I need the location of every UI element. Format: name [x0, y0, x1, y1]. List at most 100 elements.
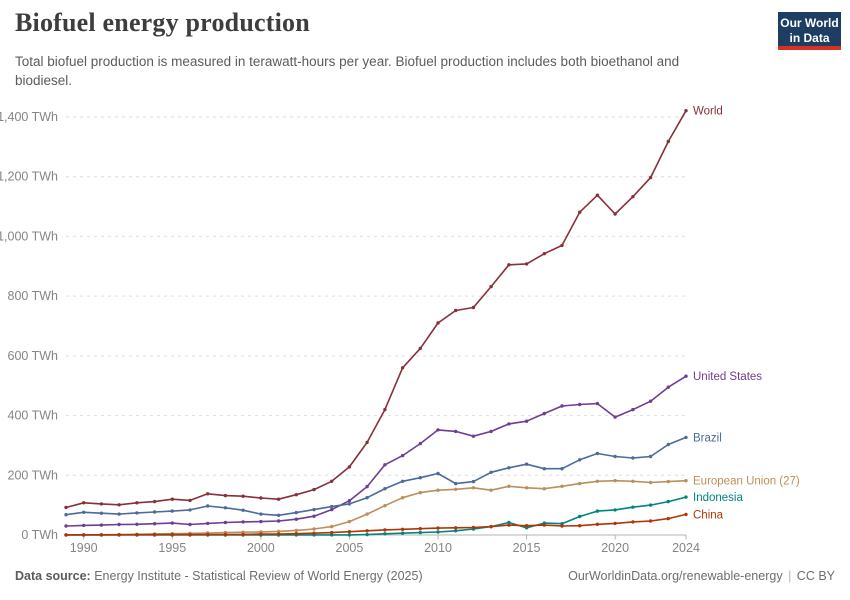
data-point[interactable] — [294, 510, 298, 515]
data-point[interactable] — [418, 441, 422, 446]
series-line-united-states[interactable] — [65, 375, 687, 527]
data-point[interactable] — [613, 454, 617, 459]
data-point[interactable] — [64, 533, 68, 537]
data-point[interactable] — [294, 517, 298, 521]
data-point[interactable] — [489, 429, 493, 434]
data-point[interactable] — [64, 513, 68, 517]
data-point[interactable] — [259, 519, 263, 524]
series-label-indonesia[interactable]: Indonesia — [693, 492, 743, 504]
data-point[interactable] — [64, 524, 68, 528]
data-point[interactable] — [135, 533, 139, 537]
series-line-china[interactable] — [65, 513, 687, 536]
data-point[interactable] — [259, 496, 263, 500]
data-point[interactable] — [666, 499, 670, 504]
data-point[interactable] — [400, 453, 405, 458]
data-point[interactable] — [312, 514, 316, 518]
data-point[interactable] — [418, 527, 422, 531]
series-label-brazil[interactable]: Brazil — [693, 432, 722, 444]
data-point[interactable] — [684, 109, 688, 113]
data-point[interactable] — [507, 520, 511, 525]
data-point[interactable] — [365, 496, 369, 500]
data-point[interactable] — [524, 486, 529, 490]
data-point[interactable] — [471, 525, 476, 530]
data-point[interactable] — [666, 139, 670, 144]
data-point[interactable] — [259, 532, 263, 536]
data-point[interactable] — [595, 509, 600, 513]
data-point[interactable] — [117, 522, 121, 527]
owid-logo[interactable]: Our World in Data — [778, 12, 841, 50]
data-point[interactable] — [578, 481, 582, 486]
data-point[interactable] — [276, 497, 281, 501]
data-point[interactable] — [347, 502, 352, 506]
data-point[interactable] — [383, 504, 387, 508]
data-point[interactable] — [631, 195, 635, 199]
data-point[interactable] — [436, 428, 440, 432]
series-united-states[interactable] — [64, 374, 688, 528]
data-point[interactable] — [684, 512, 688, 517]
data-point[interactable] — [454, 308, 458, 313]
data-point[interactable] — [241, 532, 245, 537]
data-point[interactable] — [294, 528, 298, 533]
data-point[interactable] — [454, 526, 458, 530]
data-point[interactable] — [152, 499, 157, 504]
data-point[interactable] — [648, 454, 653, 459]
series-brazil[interactable] — [64, 435, 688, 517]
data-point[interactable] — [436, 530, 440, 534]
data-point[interactable] — [560, 243, 564, 248]
series-label-china[interactable]: China — [693, 509, 724, 521]
data-point[interactable] — [489, 488, 493, 492]
data-point[interactable] — [294, 532, 298, 536]
data-point[interactable] — [613, 508, 617, 512]
data-point[interactable] — [135, 511, 139, 515]
data-point[interactable] — [454, 487, 458, 491]
data-point[interactable] — [312, 531, 316, 535]
data-point[interactable] — [418, 346, 422, 351]
data-point[interactable] — [595, 479, 600, 483]
data-point[interactable] — [206, 521, 210, 526]
data-point[interactable] — [383, 528, 387, 532]
data-point[interactable] — [595, 451, 600, 456]
data-point[interactable] — [684, 495, 688, 499]
data-point[interactable] — [241, 520, 245, 524]
data-point[interactable] — [82, 501, 86, 505]
data-point[interactable] — [578, 514, 582, 519]
data-point[interactable] — [648, 399, 653, 403]
data-point[interactable] — [631, 520, 635, 524]
data-point[interactable] — [436, 321, 440, 325]
data-point[interactable] — [365, 529, 369, 533]
data-point[interactable] — [170, 532, 174, 537]
data-point[interactable] — [383, 532, 387, 536]
series-european-union-27[interactable] — [64, 479, 688, 537]
data-point[interactable] — [418, 476, 422, 480]
data-point[interactable] — [365, 512, 369, 516]
data-point[interactable] — [276, 513, 281, 517]
data-point[interactable] — [188, 522, 192, 527]
data-point[interactable] — [330, 530, 334, 535]
data-point[interactable] — [684, 374, 688, 378]
data-point[interactable] — [276, 529, 281, 534]
data-point[interactable] — [312, 507, 316, 512]
series-line-world[interactable] — [65, 109, 687, 509]
data-point[interactable] — [666, 385, 670, 389]
data-point[interactable] — [241, 494, 245, 498]
data-point[interactable] — [99, 533, 104, 537]
data-point[interactable] — [524, 524, 529, 528]
data-point[interactable] — [471, 305, 476, 310]
series-line-indonesia[interactable] — [65, 496, 687, 536]
data-point[interactable] — [117, 533, 121, 537]
data-point[interactable] — [542, 487, 546, 491]
data-point[interactable] — [188, 498, 192, 503]
owid-url-link[interactable]: OurWorldinData.org/renewable-energy — [568, 569, 783, 583]
data-point[interactable] — [188, 532, 192, 537]
data-point[interactable] — [524, 262, 529, 266]
data-point[interactable] — [613, 415, 617, 419]
data-point[interactable] — [294, 493, 298, 497]
data-point[interactable] — [542, 467, 546, 471]
data-point[interactable] — [241, 508, 245, 512]
data-point[interactable] — [365, 440, 369, 445]
data-point[interactable] — [135, 522, 139, 526]
data-point[interactable] — [648, 175, 653, 180]
data-point[interactable] — [631, 407, 635, 412]
data-point[interactable] — [436, 488, 440, 492]
data-point[interactable] — [223, 520, 228, 525]
